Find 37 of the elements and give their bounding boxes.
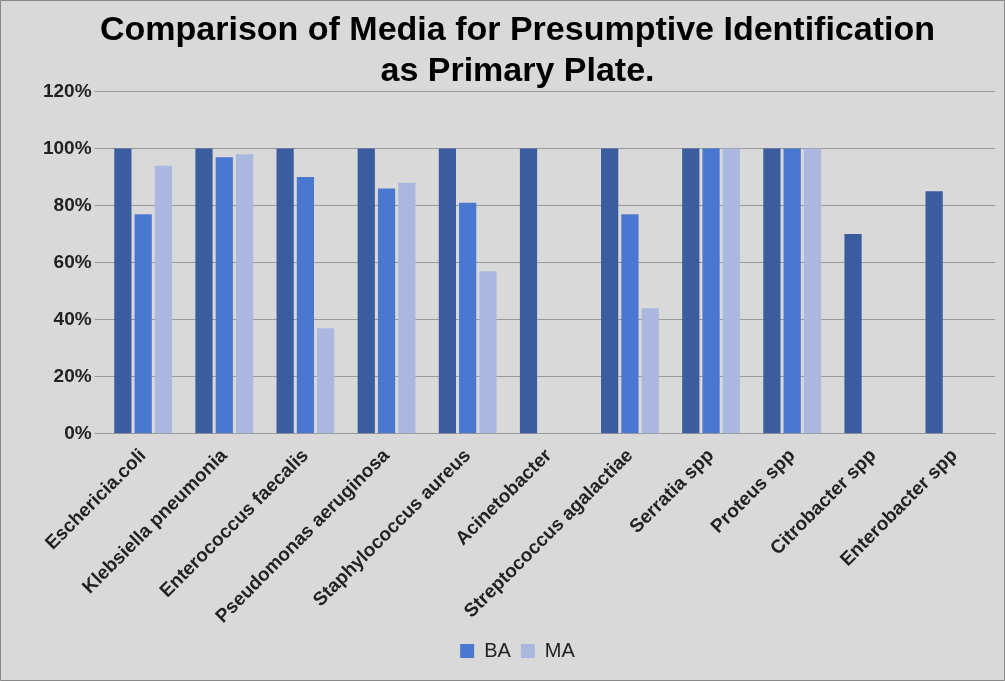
bar bbox=[357, 148, 375, 434]
bar bbox=[317, 328, 335, 434]
bar bbox=[702, 148, 720, 434]
bar bbox=[235, 154, 254, 434]
bar bbox=[296, 177, 315, 434]
bar bbox=[276, 148, 294, 434]
y-tick-label: 100% bbox=[42, 136, 92, 158]
bar bbox=[398, 182, 416, 434]
bar bbox=[601, 148, 619, 434]
bar bbox=[114, 148, 132, 434]
bar bbox=[844, 234, 862, 434]
bar bbox=[763, 148, 781, 434]
y-tick-label: 0% bbox=[64, 421, 92, 443]
bar bbox=[377, 188, 396, 434]
legend-label: MA bbox=[544, 638, 576, 661]
bar bbox=[519, 148, 538, 434]
bar bbox=[722, 148, 740, 434]
y-tick-label: 60% bbox=[53, 250, 92, 272]
bar bbox=[783, 148, 801, 434]
bar bbox=[682, 148, 700, 434]
bar bbox=[134, 214, 152, 434]
bar bbox=[215, 157, 233, 434]
chart-title: Comparison of Media for Presumptive Identification as Primary Plate. bbox=[100, 8, 935, 88]
bar bbox=[438, 148, 457, 434]
legend-label: BA bbox=[484, 638, 512, 661]
bar bbox=[459, 202, 477, 434]
bar bbox=[803, 148, 822, 434]
bar bbox=[479, 271, 497, 434]
bar bbox=[925, 191, 943, 434]
bar bbox=[154, 165, 173, 434]
y-tick-label: 80% bbox=[53, 193, 92, 215]
y-tick-label: 20% bbox=[53, 364, 92, 386]
y-tick-label: 40% bbox=[53, 307, 92, 329]
bar bbox=[195, 148, 213, 434]
y-tick-label: 120% bbox=[42, 79, 92, 101]
bar bbox=[641, 308, 659, 434]
bar bbox=[621, 214, 639, 434]
